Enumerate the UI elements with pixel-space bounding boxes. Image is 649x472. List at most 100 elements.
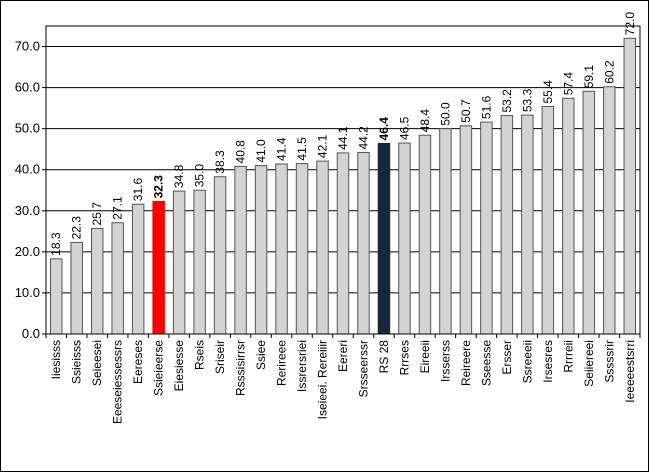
y-axis-ticks: 0.0 10.0 20.0 30.0 40.0 50.0 60.0 70.0 [15, 39, 46, 341]
value-label: 40.8 [234, 140, 248, 164]
bar [521, 114, 534, 335]
category-label: Ssieisss [70, 340, 84, 384]
category-label: Rseis [193, 340, 207, 370]
value-label: 60.2 [602, 60, 616, 84]
category-label: Eireeii [418, 340, 432, 373]
y-tick-label: 0.0 [22, 326, 40, 341]
y-tick-label: 30.0 [15, 203, 40, 218]
bar [111, 222, 124, 335]
bar [418, 134, 432, 335]
y-tick-label: 40.0 [15, 162, 40, 177]
value-label: 50.0 [438, 102, 452, 126]
value-label: 34.8 [172, 164, 186, 188]
category-label: Seiiereei [582, 340, 596, 387]
value-label: 44.2 [356, 126, 370, 150]
y-tick-label: 50.0 [15, 121, 40, 136]
value-label: 32.3 [152, 175, 166, 199]
value-label: 44.1 [336, 126, 350, 150]
value-label: 41.4 [275, 137, 289, 161]
category-label: Ieeeeestsrri [623, 340, 637, 403]
category-label: Eereses [131, 340, 145, 384]
bar [131, 203, 145, 335]
category-label: Irsesres [541, 340, 555, 383]
bar [152, 200, 165, 335]
category-label: Iseieei. Rereiiir [316, 340, 330, 419]
category-label: Irsserss [438, 340, 452, 382]
y-tick-label: 10.0 [15, 285, 40, 300]
category-label: Rrrreii [561, 340, 575, 373]
bar [70, 241, 83, 335]
bar [254, 165, 268, 335]
value-label: 48.4 [418, 109, 432, 133]
bar [213, 176, 227, 335]
bar [398, 142, 411, 335]
value-label: 53.3 [520, 88, 534, 112]
category-label: Issrersriei [295, 340, 309, 392]
value-label: 55.4 [541, 80, 555, 104]
value-label: 46.4 [377, 117, 391, 141]
bar [562, 97, 575, 335]
category-label: RS 28 [377, 340, 391, 374]
bar [172, 190, 186, 335]
bar [50, 258, 63, 335]
y-tick-label: 60.0 [15, 80, 40, 95]
category-label: Reireere [459, 340, 473, 386]
category-label: Iiesisss [49, 340, 63, 379]
bar [603, 86, 616, 335]
category-label: Ssieieerse [152, 340, 166, 396]
category-label: Sriseir [213, 340, 227, 374]
category-label: Seieesei [90, 340, 104, 386]
bar [336, 152, 350, 335]
category-label: Eereri [336, 340, 350, 372]
value-labels: 18.3 22.3 25.7 27.1 31.6 32.3 34.8 35.0 38.3 40.8… [49, 12, 637, 256]
value-label: 42.1 [316, 134, 330, 158]
y-tick-label: 20.0 [15, 244, 40, 259]
bar [582, 90, 596, 335]
category-label: Sseesse [479, 340, 493, 386]
value-label: 35.0 [193, 164, 207, 188]
value-label: 22.3 [70, 216, 84, 240]
value-label: 41.0 [254, 139, 268, 163]
bar [459, 125, 473, 335]
value-label: 46.5 [397, 116, 411, 140]
category-label: Eeeseiessessrs [111, 340, 125, 424]
value-label: 38.3 [213, 150, 227, 174]
value-label: 27.1 [111, 196, 125, 220]
category-labels: Iiesisss Ssieisss Seieesei Eeeseiessessrs Ee… [45, 334, 641, 424]
bar [480, 121, 493, 335]
category-label: Rrrses [397, 340, 411, 375]
category-label: Ssreeeii [520, 340, 534, 383]
bar [90, 227, 104, 335]
bar [623, 37, 636, 335]
value-label: 72.0 [623, 12, 637, 36]
bar [295, 163, 309, 335]
value-label: 25.7 [90, 202, 104, 226]
value-label: 18.3 [49, 232, 63, 256]
bar [541, 105, 555, 335]
category-label: Srsseerssr [356, 340, 370, 397]
bars [50, 37, 636, 335]
category-label: Sssssrir [602, 340, 616, 383]
bar [377, 142, 391, 335]
value-label: 41.5 [295, 137, 309, 161]
value-label: 31.6 [131, 178, 145, 202]
value-label: 51.6 [479, 95, 493, 119]
category-label: Ssiee [254, 340, 268, 370]
bar [275, 163, 288, 335]
bar [357, 151, 370, 335]
value-label: 59.1 [582, 65, 596, 89]
bar [500, 115, 514, 335]
bar [316, 160, 329, 335]
bar [439, 128, 452, 335]
category-label: Rsssisirrsr [234, 340, 248, 396]
bar [193, 189, 206, 335]
category-label: Ersser [500, 340, 514, 375]
value-label: 53.2 [500, 89, 514, 113]
value-label: 57.4 [561, 72, 575, 96]
category-label: Rerireee [275, 340, 289, 386]
value-label: 50.7 [459, 99, 473, 123]
y-tick-label: 70.0 [15, 39, 40, 54]
bar [234, 165, 247, 335]
category-label: Eiesiesse [172, 340, 186, 392]
